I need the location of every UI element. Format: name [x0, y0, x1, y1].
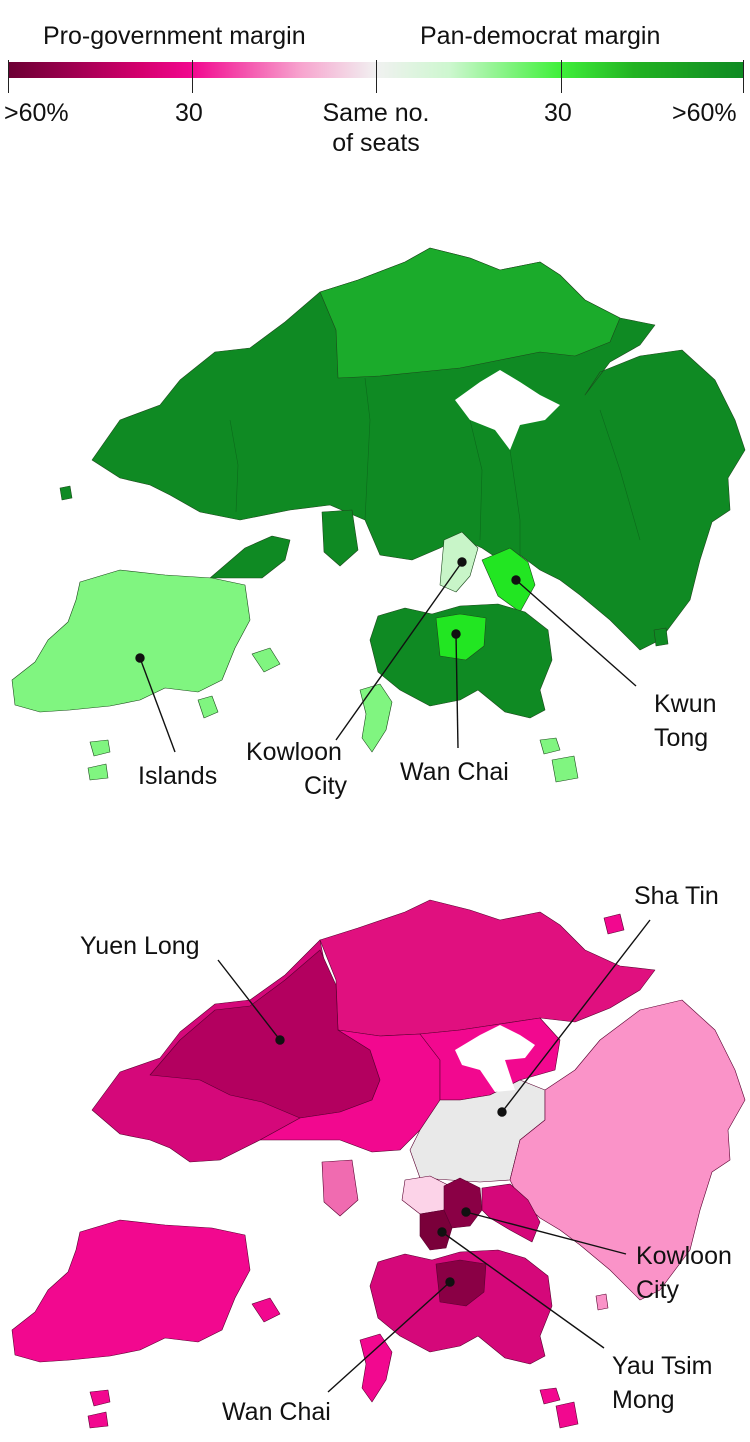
- map-2015-pointers: [217, 919, 651, 1393]
- marker-yau-tsim-mong: [437, 1227, 447, 1237]
- district-kwun-tong: [481, 547, 536, 613]
- reservoir-bottom: [455, 1025, 535, 1092]
- label-kwun-tong-line2: Tong: [654, 724, 708, 752]
- legend-left-title: Pro-government margin: [43, 22, 306, 50]
- legend-tick-label-pro-max: >60%: [4, 99, 69, 127]
- marker-kowloon-city: [457, 557, 467, 567]
- map-2015: [11, 899, 746, 1429]
- reservoir-top: [455, 370, 560, 450]
- island-small-2015-5: [603, 913, 625, 935]
- marker-sha-tin: [497, 1107, 507, 1117]
- legend-tick-right: [743, 60, 744, 93]
- legend-tick-label-pan-30: 30: [544, 99, 572, 127]
- label-islands: Islands: [138, 762, 217, 790]
- label-kowloon-city-line2: City: [304, 772, 348, 800]
- marker-yuen-long: [275, 1035, 285, 1045]
- legend-right-title: Pan-democrat margin: [420, 22, 661, 50]
- label-kwun-tong-line1: Kwun: [654, 690, 717, 718]
- island-small-2015-4: [87, 1411, 109, 1429]
- island-small-7: [653, 627, 669, 647]
- district-wan-chai: [435, 613, 487, 661]
- legend-tick-left: [8, 60, 9, 93]
- legend-tick-pro-30: [192, 60, 193, 93]
- label-wan-chai-2015: Wan Chai: [222, 1398, 331, 1426]
- legend-tick-center: [376, 60, 377, 93]
- island-cheung-chau: [251, 647, 281, 673]
- district-islands-2015: [11, 1219, 251, 1363]
- island-lamma-2015: [359, 1333, 393, 1403]
- label-wan-chai: Wan Chai: [400, 758, 509, 786]
- marker-wan-chai: [451, 629, 461, 639]
- district-north: [319, 247, 621, 379]
- island-cheung-chau-2015: [251, 1297, 281, 1323]
- island-tsing-yi: [321, 509, 359, 567]
- label-sha-tin: Sha Tin: [634, 882, 719, 910]
- legend-tick-pan-30: [561, 60, 562, 93]
- label-kowloon-city-line1: Kowloon: [246, 738, 342, 766]
- district-tuen-mun-tip: [209, 535, 291, 579]
- island-small-4: [89, 739, 111, 757]
- island-small-2015-2: [555, 1401, 579, 1429]
- district-wan-chai-2015: [435, 1259, 487, 1307]
- label-kowloon-city-2015-line1: Kowloon: [636, 1242, 732, 1270]
- island-small-2015-3: [89, 1389, 111, 1407]
- marker-kowloon-city-2015: [461, 1207, 471, 1217]
- district-sham-shui-po: [401, 1175, 451, 1215]
- district-kowloon-city-2015: [443, 1177, 483, 1229]
- label-kowloon-city-2015-line2: City: [636, 1276, 680, 1304]
- island-small-3: [551, 755, 579, 783]
- legend-tick-label-pro-30: 30: [175, 99, 203, 127]
- island-small-2015-1: [539, 1387, 561, 1405]
- island-small-1: [197, 695, 219, 719]
- island-small-6: [59, 485, 73, 501]
- island-small-2: [539, 737, 561, 755]
- marker-islands: [135, 653, 145, 663]
- legend-tick-label-same: Same no. of seats: [322, 99, 430, 157]
- map-2019: [11, 247, 746, 783]
- legend-tick-label-pan-max: >60%: [672, 99, 737, 127]
- island-tsing-yi-2015: [321, 1159, 359, 1217]
- island-small-2015-6: [595, 1293, 609, 1311]
- island-lamma: [359, 683, 393, 753]
- marker-kwun-tong: [511, 575, 521, 585]
- island-small-5: [87, 763, 109, 781]
- label-yau-tsim-mong-line2: Mong: [612, 1386, 675, 1414]
- map-2019-pointers: [135, 557, 637, 753]
- marker-wan-chai-2015: [445, 1277, 455, 1287]
- district-islands: [11, 569, 251, 713]
- district-hong-kong-island: [369, 603, 553, 719]
- label-yau-tsim-mong-line1: Yau Tsim: [612, 1352, 713, 1380]
- label-yuen-long: Yuen Long: [80, 932, 200, 960]
